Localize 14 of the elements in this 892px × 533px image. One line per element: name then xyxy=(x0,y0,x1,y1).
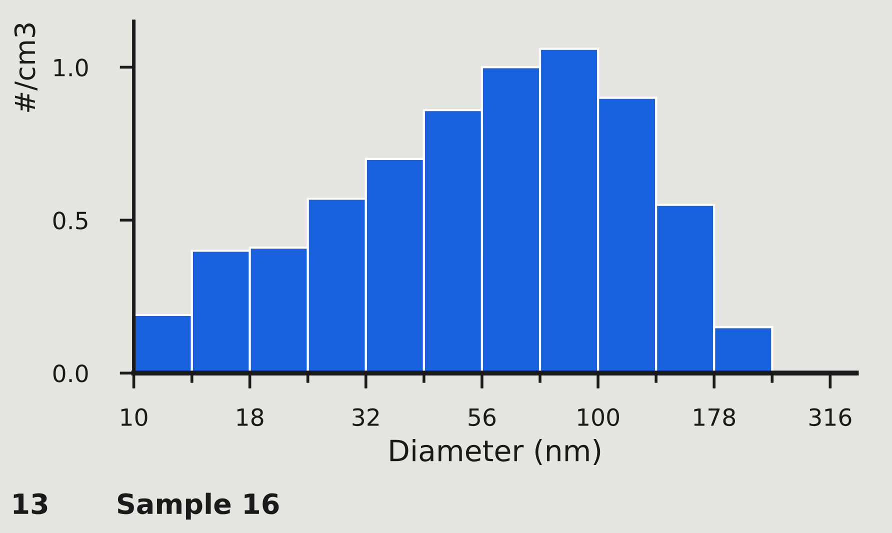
x-axis-title: Diameter (nm) xyxy=(390,439,600,466)
y-tick-label: 0.0 xyxy=(53,364,88,382)
text: Sample 16 xyxy=(118,492,279,520)
y-tick-label: 1.0 xyxy=(54,58,88,77)
y-tick-label: 0.5 xyxy=(53,212,88,230)
text: 13 xyxy=(14,493,48,514)
x-tick-label: 18 xyxy=(237,408,264,426)
x-tick-label: 316 xyxy=(809,408,852,426)
x-tick-label: 100 xyxy=(578,408,620,426)
x-tick-label: 32 xyxy=(352,408,379,426)
x-tick-label: 56 xyxy=(468,408,496,426)
x-tick-label: 178 xyxy=(694,408,736,426)
y-axis-title: #/cm3 xyxy=(14,24,38,112)
x-tick-label: 10 xyxy=(121,408,148,426)
